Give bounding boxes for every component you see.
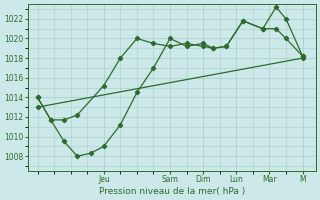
X-axis label: Pression niveau de la mer( hPa ): Pression niveau de la mer( hPa ) (99, 187, 245, 196)
